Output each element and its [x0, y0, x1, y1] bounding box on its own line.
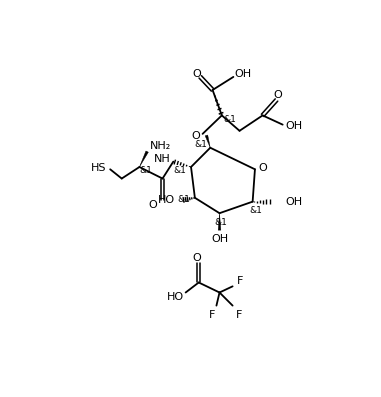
- Text: &1: &1: [178, 195, 190, 204]
- Text: O: O: [191, 131, 200, 141]
- Text: O: O: [193, 253, 202, 263]
- Text: &1: &1: [249, 206, 262, 216]
- Text: &1: &1: [223, 115, 236, 124]
- Text: OH: OH: [234, 69, 251, 79]
- Text: HS: HS: [91, 163, 106, 173]
- Text: O: O: [148, 200, 157, 210]
- Text: O: O: [192, 69, 201, 79]
- Text: HO: HO: [158, 195, 175, 205]
- Polygon shape: [205, 135, 210, 148]
- Text: F: F: [209, 310, 215, 320]
- Polygon shape: [139, 151, 148, 167]
- Text: OH: OH: [211, 234, 228, 245]
- Text: OH: OH: [286, 197, 303, 207]
- Text: OH: OH: [285, 121, 302, 131]
- Text: &1: &1: [195, 140, 208, 149]
- Text: O: O: [274, 91, 282, 100]
- Text: HO: HO: [167, 292, 184, 302]
- Polygon shape: [218, 213, 221, 230]
- Text: F: F: [237, 276, 243, 286]
- Text: &1: &1: [215, 218, 227, 227]
- Text: NH: NH: [154, 154, 171, 164]
- Text: F: F: [235, 310, 242, 320]
- Text: &1: &1: [173, 166, 186, 175]
- Text: O: O: [258, 163, 267, 173]
- Text: &1: &1: [139, 166, 152, 175]
- Text: NH₂: NH₂: [150, 141, 171, 151]
